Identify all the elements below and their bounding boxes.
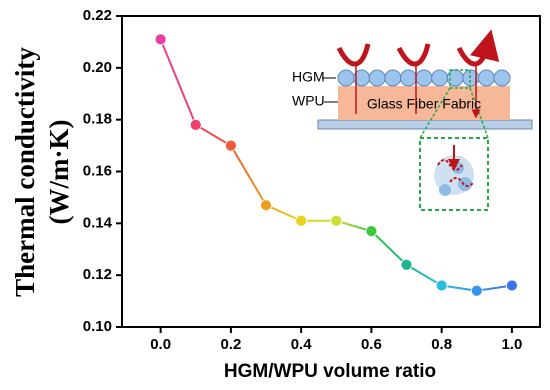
- x-tick-label: 0.8: [431, 336, 452, 353]
- data-point: [189, 118, 202, 131]
- y-axis-label: Thermal conductivity: [10, 47, 40, 297]
- data-point: [224, 139, 237, 152]
- bead: [415, 69, 433, 87]
- data-point: [154, 33, 167, 46]
- annotation: Glass Fiber Fabric: [367, 96, 481, 112]
- bead: [337, 69, 355, 87]
- bead: [477, 69, 495, 87]
- data-point: [260, 199, 272, 212]
- substrate: [317, 119, 533, 130]
- bead: [493, 69, 511, 87]
- x-tick-label: 1.0: [501, 336, 522, 353]
- bead: [399, 69, 417, 87]
- plot-frame: [121, 15, 541, 328]
- y-tick-label: 0.10: [83, 318, 112, 335]
- data-point: [295, 214, 308, 227]
- y-tick-label: 0.20: [83, 59, 112, 76]
- bead: [368, 69, 386, 87]
- zoom-box: [449, 69, 471, 89]
- x-axis-label: HGM/WPU volume ratio: [224, 361, 436, 382]
- data-point: [330, 214, 343, 227]
- x-tick-label: 0.0: [150, 336, 171, 353]
- data-point: [505, 279, 518, 292]
- bead-small: [458, 177, 472, 191]
- x-tick-label: 0.6: [361, 336, 382, 353]
- data-point: [400, 258, 413, 271]
- data-point: [470, 284, 483, 297]
- data-point: [365, 225, 378, 238]
- inset-diagram: HGM WPU Glass Fiber Fabric: [292, 44, 533, 211]
- bead: [384, 69, 402, 87]
- y-tick-label: 0.12: [83, 266, 112, 283]
- y-tick-label: 0.14: [83, 214, 113, 231]
- y-tick-label: 0.22: [83, 7, 112, 24]
- bead-small: [439, 184, 451, 196]
- y-tick-label: 0.18: [83, 111, 112, 128]
- annotation: WPU: [292, 93, 325, 109]
- annotation: HGM: [292, 69, 325, 85]
- y-axis-label: (W/m·K): [44, 120, 74, 225]
- x-tick-label: 0.2: [220, 336, 241, 353]
- data-point: [435, 279, 448, 292]
- heat-arrow: [355, 64, 476, 114]
- bead: [431, 69, 449, 87]
- x-tick-label: 0.4: [291, 336, 313, 353]
- y-tick-label: 0.16: [83, 162, 112, 179]
- heat-arrow: [336, 44, 488, 67]
